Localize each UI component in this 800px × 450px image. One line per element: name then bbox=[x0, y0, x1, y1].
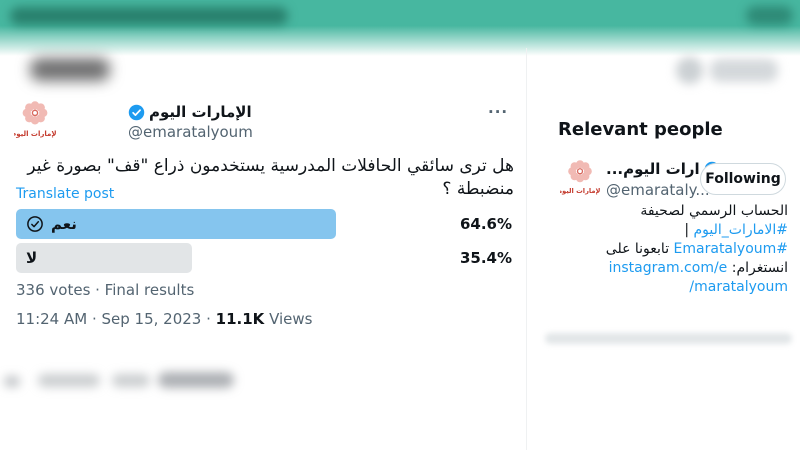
like-stat-blurred bbox=[112, 374, 150, 387]
bio-text: | bbox=[684, 222, 694, 238]
more-menu-icon[interactable]: ··· bbox=[488, 103, 509, 121]
timestamp: 11:24 AM · Sep 15, 2023 · bbox=[16, 310, 216, 328]
poll-percent: 35.4% bbox=[459, 249, 512, 267]
poll-option-label: لا bbox=[26, 249, 38, 267]
poll-votes-meta: 336 votes · Final results bbox=[16, 281, 195, 299]
bio-hashtag-link[interactable]: #الامارات_اليوم bbox=[693, 222, 788, 238]
views-label: Views bbox=[264, 310, 313, 328]
voted-check-icon bbox=[27, 216, 43, 232]
poll-bar-no: لا bbox=[16, 243, 192, 273]
sidebar-avatar[interactable]: الإمارات اليوم bbox=[557, 158, 603, 198]
emaratalyoum-logo-icon: الإمارات اليوم bbox=[557, 160, 603, 195]
emaratalyoum-logo-icon: الإمارات اليوم bbox=[11, 101, 59, 138]
poll-percent: 64.6% bbox=[459, 215, 512, 233]
sidebar-user-name-row[interactable]: ...ارات اليوم bbox=[606, 160, 720, 178]
bio-text: تابعونا على انستغرام: bbox=[605, 241, 788, 276]
svg-text:الإمارات اليوم: الإمارات اليوم bbox=[560, 187, 600, 195]
header-action-blurred[interactable] bbox=[710, 59, 778, 82]
avatar[interactable]: الإمارات اليوم bbox=[11, 99, 59, 141]
topbar-title-blurred bbox=[10, 7, 288, 25]
column-divider bbox=[526, 48, 527, 450]
search-icon-blurred[interactable] bbox=[676, 57, 703, 84]
tweet-author[interactable]: الإمارات اليوم bbox=[128, 103, 252, 121]
sidebar-divider-blurred bbox=[545, 333, 792, 344]
sidebar-user-handle[interactable]: @emarataly... bbox=[606, 181, 710, 199]
bio-hashtag-link[interactable]: #Emaratalyoum bbox=[673, 241, 788, 257]
verified-badge-icon bbox=[128, 104, 145, 120]
bio-text: الحساب الرسمي لصحيفة bbox=[640, 203, 788, 219]
browser-topbar bbox=[0, 0, 800, 56]
sidebar-display-name: ...ارات اليوم bbox=[606, 160, 700, 178]
views-count: 11.1K bbox=[215, 310, 265, 328]
topbar-controls-blurred bbox=[746, 6, 793, 25]
repost-stat-blurred bbox=[38, 374, 100, 387]
bio-instagram-link[interactable]: instagram.com/emaratalyoum/ bbox=[608, 260, 788, 295]
views-stat-blurred bbox=[158, 372, 234, 388]
poll-bar-yes: نعم bbox=[16, 209, 337, 239]
relevant-people-title: Relevant people bbox=[558, 119, 723, 140]
author-handle[interactable]: @emaratalyoum bbox=[128, 123, 253, 141]
poll-option-yes: نعم 64.6% bbox=[16, 209, 512, 239]
translate-post-link[interactable]: Translate post bbox=[16, 186, 115, 202]
poll-option-no: لا 35.4% bbox=[16, 243, 512, 273]
poll-option-label: نعم bbox=[51, 215, 77, 233]
page-heading-blurred bbox=[30, 58, 110, 81]
reply-stat-blurred bbox=[4, 376, 20, 387]
sidebar-user-bio: الحساب الرسمي لصحيفة #الامارات_اليوم | #… bbox=[599, 202, 788, 297]
tweet-text: هل ترى سائقي الحافلات المدرسية يستخدمون … bbox=[27, 156, 514, 199]
following-button[interactable]: Following bbox=[700, 163, 786, 195]
display-name: الإمارات اليوم bbox=[149, 103, 252, 121]
svg-text:الإمارات اليوم: الإمارات اليوم bbox=[14, 130, 56, 138]
poll: نعم 64.6% لا 35.4% bbox=[16, 209, 512, 277]
tweet-meta-row: 11:24 AM · Sep 15, 2023 · 11.1K Views bbox=[16, 310, 312, 328]
